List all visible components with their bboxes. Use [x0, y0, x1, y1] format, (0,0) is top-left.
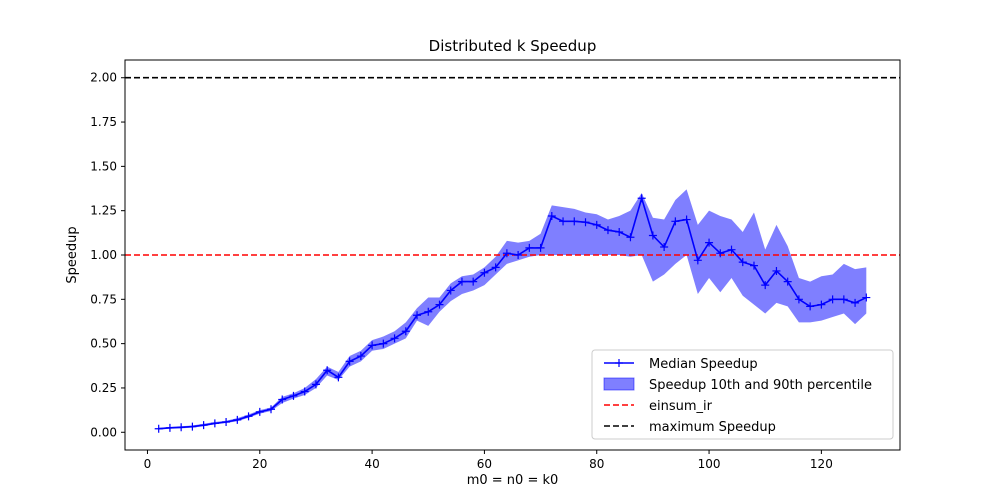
median-point — [817, 300, 826, 309]
legend-box — [591, 349, 894, 440]
x-tick-label: 80 — [589, 457, 604, 471]
median-point — [525, 243, 534, 252]
median-point — [862, 293, 871, 302]
median-point — [671, 217, 680, 226]
y-tick-label: 0.25 — [90, 381, 117, 395]
legend-maximum-label: maximum Speedup — [649, 420, 776, 435]
median-point — [323, 366, 332, 375]
y-axis-label: Speedup — [65, 226, 80, 283]
median-point — [435, 300, 444, 309]
median-point — [401, 327, 410, 336]
legend-median-marker — [615, 359, 623, 367]
median-point — [794, 295, 803, 304]
median-point — [222, 417, 231, 426]
x-tick-label: 100 — [698, 457, 721, 471]
median-point — [514, 251, 523, 259]
legend-median-label: Median Speedup — [649, 357, 758, 372]
median-point — [379, 339, 388, 348]
median-point — [851, 298, 860, 307]
median-point — [806, 302, 815, 311]
median-point — [828, 295, 837, 304]
median-point — [570, 217, 579, 226]
axes: 0 20 40 60 80 100 120 0.00 0.25 0.50 0.75 1.00 1.25 1… — [90, 59, 901, 471]
y-tick-label: 1.00 — [90, 248, 117, 262]
median-point — [705, 238, 714, 247]
median-point — [491, 263, 500, 272]
median-point — [278, 395, 287, 404]
median-point — [772, 266, 781, 275]
median-speedup-line — [158, 195, 867, 430]
legend-einsum-ir-label: einsum_ir — [649, 399, 713, 414]
median-point — [783, 277, 792, 286]
median-point — [154, 424, 163, 433]
median-point — [682, 215, 691, 224]
x-tick-label: 120 — [810, 457, 833, 471]
median-point — [188, 422, 197, 431]
median-point — [749, 261, 758, 270]
median-point — [334, 373, 343, 382]
median-point — [693, 256, 702, 265]
median-point — [390, 334, 399, 343]
median-point — [738, 258, 747, 267]
median-point — [648, 231, 657, 240]
median-point — [255, 407, 264, 416]
median-point — [356, 352, 365, 361]
median-point — [368, 341, 377, 350]
median-point — [626, 233, 635, 242]
x-tick-label: 60 — [477, 457, 492, 471]
median-point — [446, 286, 455, 295]
median-point — [267, 405, 276, 414]
x-tick-label: 0 — [144, 457, 152, 471]
median-point — [536, 243, 545, 252]
median-point — [660, 243, 669, 252]
median-point — [839, 295, 848, 304]
median-point — [424, 307, 433, 316]
median-point — [289, 391, 298, 400]
median-point — [345, 357, 354, 366]
legend-band-swatch — [603, 377, 635, 391]
median-point — [300, 387, 309, 396]
median-point — [727, 245, 736, 254]
median-point — [592, 220, 601, 229]
legend-band-label: Speedup 10th and 90th percentile — [649, 378, 872, 393]
median-point — [199, 421, 208, 430]
median-point — [547, 212, 556, 220]
y-tick-label: 2.00 — [90, 71, 117, 85]
median-point — [413, 311, 422, 320]
y-tick-label: 0.75 — [90, 292, 117, 306]
median-point — [637, 194, 646, 203]
x-tick-label: 20 — [252, 457, 267, 471]
y-tick-label: 1.25 — [90, 204, 117, 218]
chart-title: Distributed k Speedup — [429, 37, 597, 55]
x-tick-label: 40 — [364, 457, 379, 471]
x-axis-label: m0 = n0 = k0 — [467, 473, 559, 488]
median-point — [716, 249, 725, 258]
median-point — [502, 249, 511, 258]
median-point — [210, 419, 219, 428]
median-point — [761, 281, 770, 290]
median-point — [244, 412, 253, 421]
median-point — [559, 217, 568, 226]
plot-area — [125, 76, 900, 433]
median-point — [233, 415, 242, 424]
median-point — [615, 227, 624, 236]
median-point — [603, 226, 612, 235]
y-tick-label: 1.50 — [90, 159, 117, 173]
median-point — [457, 277, 466, 286]
y-tick-label: 0.00 — [90, 425, 117, 439]
median-point — [165, 423, 174, 432]
median-point — [177, 423, 186, 432]
y-tick-label: 0.50 — [90, 337, 117, 351]
median-point — [311, 380, 320, 389]
median-point — [469, 277, 478, 286]
median-point — [581, 218, 590, 227]
percentile-band — [158, 189, 867, 430]
legend: Median Speedup Speedup 10th and 90th perc… — [591, 349, 894, 440]
y-tick-label: 1.75 — [90, 115, 117, 129]
median-point — [480, 268, 489, 277]
